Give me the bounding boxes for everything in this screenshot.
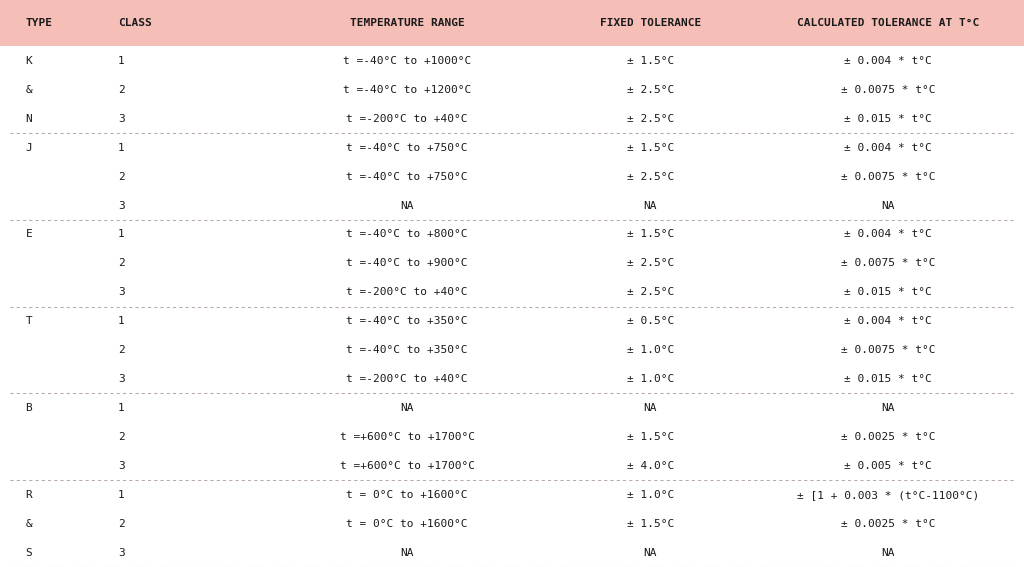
Text: S: S	[26, 548, 33, 557]
Text: t =-40°C to +800°C: t =-40°C to +800°C	[346, 230, 468, 239]
Text: R: R	[26, 490, 33, 500]
Text: ± 0.0025 * t°C: ± 0.0025 * t°C	[841, 432, 936, 442]
Text: t =-40°C to +750°C: t =-40°C to +750°C	[346, 172, 468, 181]
Text: CALCULATED TOLERANCE AT T°C: CALCULATED TOLERANCE AT T°C	[798, 18, 979, 28]
Text: NA: NA	[643, 548, 657, 557]
Text: ± 0.0025 * t°C: ± 0.0025 * t°C	[841, 519, 936, 528]
Text: t =-200°C to +40°C: t =-200°C to +40°C	[346, 114, 468, 124]
Text: NA: NA	[400, 201, 414, 210]
Text: 1: 1	[118, 403, 125, 413]
Text: &: &	[26, 519, 33, 528]
Text: NA: NA	[400, 548, 414, 557]
Text: B: B	[26, 403, 33, 413]
Text: ± 0.004 * t°C: ± 0.004 * t°C	[845, 56, 932, 66]
Text: ± 0.0075 * t°C: ± 0.0075 * t°C	[841, 85, 936, 95]
Text: t =-40°C to +900°C: t =-40°C to +900°C	[346, 259, 468, 268]
Text: NA: NA	[882, 403, 895, 413]
Text: ± 0.004 * t°C: ± 0.004 * t°C	[845, 230, 932, 239]
Text: ± 0.5°C: ± 0.5°C	[627, 316, 674, 326]
Text: ± 0.004 * t°C: ± 0.004 * t°C	[845, 316, 932, 326]
Text: ± 0.015 * t°C: ± 0.015 * t°C	[845, 287, 932, 297]
Text: ± 0.0075 * t°C: ± 0.0075 * t°C	[841, 172, 936, 181]
Text: TYPE: TYPE	[26, 18, 52, 28]
Text: 3: 3	[118, 374, 125, 384]
Text: J: J	[26, 143, 33, 153]
Text: NA: NA	[643, 201, 657, 210]
Text: 2: 2	[118, 259, 125, 268]
Text: 2: 2	[118, 519, 125, 528]
Text: ± 0.0075 * t°C: ± 0.0075 * t°C	[841, 259, 936, 268]
Text: ± 2.5°C: ± 2.5°C	[627, 259, 674, 268]
Text: ± 2.5°C: ± 2.5°C	[627, 287, 674, 297]
Text: ± 0.015 * t°C: ± 0.015 * t°C	[845, 114, 932, 124]
Text: ± 4.0°C: ± 4.0°C	[627, 461, 674, 471]
Text: t =-40°C to +1000°C: t =-40°C to +1000°C	[343, 56, 471, 66]
Text: 2: 2	[118, 432, 125, 442]
Text: NA: NA	[643, 403, 657, 413]
Text: t =-40°C to +350°C: t =-40°C to +350°C	[346, 345, 468, 355]
Text: 3: 3	[118, 114, 125, 124]
Text: t = 0°C to +1600°C: t = 0°C to +1600°C	[346, 519, 468, 528]
Text: ± 1.5°C: ± 1.5°C	[627, 432, 674, 442]
Text: 1: 1	[118, 490, 125, 500]
Text: K: K	[26, 56, 33, 66]
Text: ± 0.005 * t°C: ± 0.005 * t°C	[845, 461, 932, 471]
Text: t =+600°C to +1700°C: t =+600°C to +1700°C	[340, 461, 474, 471]
Text: ± 2.5°C: ± 2.5°C	[627, 172, 674, 181]
Text: 3: 3	[118, 287, 125, 297]
Text: t =-40°C to +1200°C: t =-40°C to +1200°C	[343, 85, 471, 95]
Text: ± 1.5°C: ± 1.5°C	[627, 230, 674, 239]
Text: E: E	[26, 230, 33, 239]
Text: CLASS: CLASS	[118, 18, 152, 28]
Text: T: T	[26, 316, 33, 326]
Text: ± 1.5°C: ± 1.5°C	[627, 519, 674, 528]
Text: t =-40°C to +750°C: t =-40°C to +750°C	[346, 143, 468, 153]
Text: ± 1.0°C: ± 1.0°C	[627, 490, 674, 500]
Text: 1: 1	[118, 56, 125, 66]
Text: NA: NA	[882, 548, 895, 557]
Text: 2: 2	[118, 172, 125, 181]
Text: N: N	[26, 114, 33, 124]
Text: ± 1.5°C: ± 1.5°C	[627, 56, 674, 66]
Text: &: &	[26, 85, 33, 95]
Text: t = 0°C to +1600°C: t = 0°C to +1600°C	[346, 490, 468, 500]
Text: 3: 3	[118, 461, 125, 471]
Text: TEMPERATURE RANGE: TEMPERATURE RANGE	[349, 18, 465, 28]
Text: 2: 2	[118, 345, 125, 355]
Text: ± 0.015 * t°C: ± 0.015 * t°C	[845, 374, 932, 384]
Text: t =+600°C to +1700°C: t =+600°C to +1700°C	[340, 432, 474, 442]
Text: 2: 2	[118, 85, 125, 95]
Text: FIXED TOLERANCE: FIXED TOLERANCE	[600, 18, 700, 28]
Text: 1: 1	[118, 143, 125, 153]
Text: ± 1.0°C: ± 1.0°C	[627, 374, 674, 384]
Text: 3: 3	[118, 548, 125, 557]
Text: ± 0.004 * t°C: ± 0.004 * t°C	[845, 143, 932, 153]
Text: ± [1 + 0.003 * (t°C-1100°C): ± [1 + 0.003 * (t°C-1100°C)	[798, 490, 979, 500]
Text: NA: NA	[882, 201, 895, 210]
Text: 3: 3	[118, 201, 125, 210]
Bar	[0, 0, 1024, 46]
Text: 1: 1	[118, 230, 125, 239]
Text: ± 1.5°C: ± 1.5°C	[627, 143, 674, 153]
Text: NA: NA	[400, 403, 414, 413]
Text: ± 0.0075 * t°C: ± 0.0075 * t°C	[841, 345, 936, 355]
Text: ± 2.5°C: ± 2.5°C	[627, 85, 674, 95]
Text: 1: 1	[118, 316, 125, 326]
Text: ± 2.5°C: ± 2.5°C	[627, 114, 674, 124]
Text: t =-200°C to +40°C: t =-200°C to +40°C	[346, 374, 468, 384]
Text: t =-40°C to +350°C: t =-40°C to +350°C	[346, 316, 468, 326]
Text: ± 1.0°C: ± 1.0°C	[627, 345, 674, 355]
Text: t =-200°C to +40°C: t =-200°C to +40°C	[346, 287, 468, 297]
